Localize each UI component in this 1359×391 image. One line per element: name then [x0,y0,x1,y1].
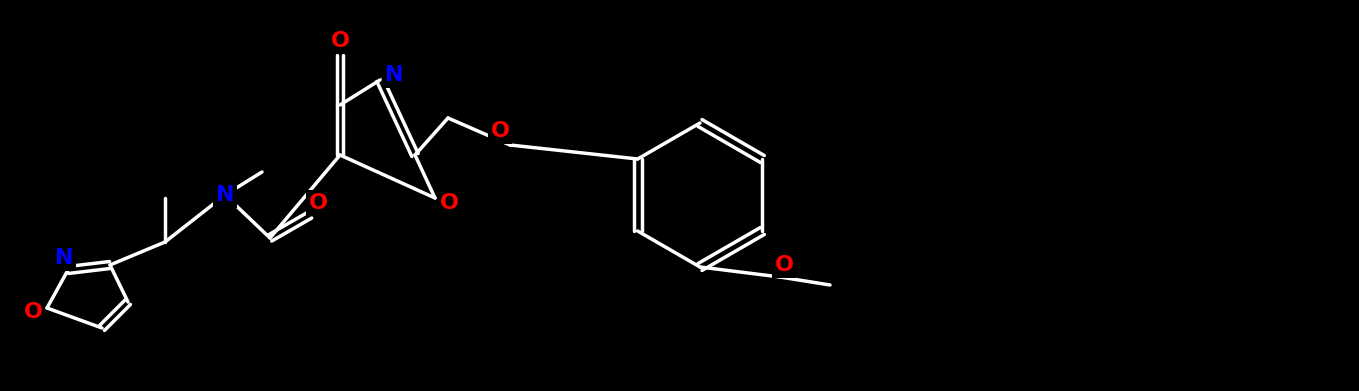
Text: O: O [23,302,42,322]
Text: O: O [775,255,794,275]
Text: N: N [216,185,234,205]
Text: O: O [439,193,458,213]
Text: O: O [308,193,328,213]
Text: O: O [330,31,349,51]
Text: N: N [54,248,73,268]
Text: O: O [491,121,510,141]
Text: N: N [385,65,404,85]
